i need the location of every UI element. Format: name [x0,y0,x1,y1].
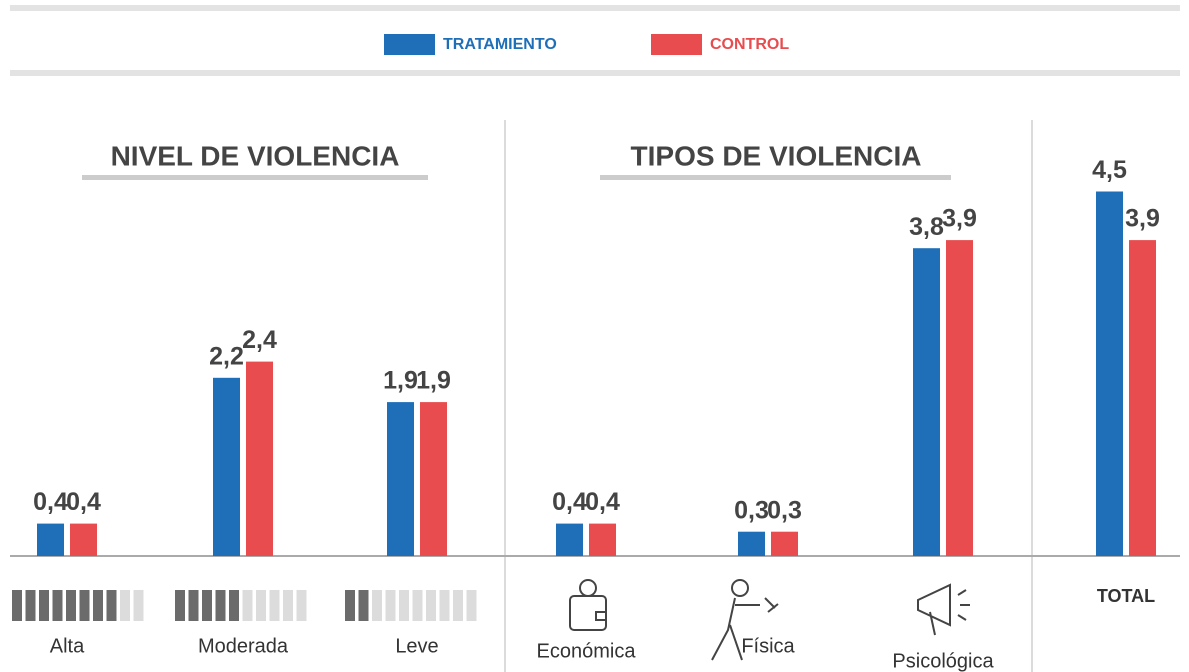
value-label: 3,9 [1125,205,1160,233]
value-label: 0,3 [734,496,769,524]
value-label: 1,9 [383,367,418,395]
meter-cell [242,590,253,621]
meter-cell [453,590,463,621]
icon-psicologica [917,583,970,636]
legend-swatch [384,34,435,55]
meter-cell [229,590,239,621]
meter-cell [399,590,409,621]
bar [420,402,447,556]
meter-cell [79,590,90,621]
meter-cell [52,590,63,621]
category-label: Leve [395,635,438,657]
category-label: Física [741,635,795,657]
meter-cell [269,590,280,621]
category-label: TOTAL [1097,586,1155,606]
meter-cell [133,590,144,621]
bar [246,361,273,556]
meter-cell [39,590,49,621]
meter-cell [120,590,130,621]
panel-title: NIVEL DE VIOLENCIA [111,140,400,171]
bar [1129,240,1156,556]
value-label: 0,3 [767,496,802,524]
bar [213,377,240,556]
legend-label: TRATAMIENTO [443,36,557,53]
meter-cell [283,590,293,621]
bar [946,240,973,556]
bar [738,531,765,556]
bar [589,523,616,556]
meter-cell [215,590,226,621]
value-label: 2,2 [209,342,244,370]
meter-cell [426,590,436,621]
bar [70,523,97,556]
meter-cell [345,590,355,621]
value-label: 0,4 [585,488,620,516]
meter-cell [202,590,212,621]
value-label: 0,4 [33,488,68,516]
value-label: 2,4 [242,326,277,354]
top-rule [10,5,1180,11]
bar [1096,191,1123,556]
legend-label: CONTROL [710,36,789,53]
icon-fisica [711,579,779,661]
value-label: 1,9 [416,367,451,395]
bar [556,523,583,556]
meter-cell [106,590,117,621]
meter-cell [296,590,307,621]
meter-cell [372,590,382,621]
value-label: 0,4 [552,488,587,516]
meter-cell [25,590,36,621]
value-label: 4,5 [1092,156,1127,184]
category-label: Alta [50,635,85,657]
bar [913,248,940,556]
bar [771,531,798,556]
value-label: 3,8 [909,213,944,241]
meter-cell [439,590,450,621]
icon-economica [569,579,607,631]
category-label: Moderada [198,635,289,657]
meter-cell [358,590,369,621]
intensity-icons [12,590,477,621]
meter-cell [412,590,423,621]
meter-cell [12,590,22,621]
meter-cell [175,590,185,621]
title-underline [82,175,428,180]
bar [387,402,414,556]
legend-rule [10,70,1180,76]
meter-cell [466,590,477,621]
category-label: Económica [537,640,637,662]
meter-cell [385,590,396,621]
meter-cell [188,590,199,621]
value-label: 0,4 [66,488,101,516]
value-label: 3,9 [942,205,977,233]
legend-swatch [651,34,702,55]
panel-title: TIPOS DE VIOLENCIA [631,140,922,171]
category-label: Psicológica [892,650,994,672]
title-underline [600,175,951,180]
meter-cell [66,590,76,621]
meter-cell [93,590,103,621]
bar [37,523,64,556]
meter-cell [256,590,266,621]
